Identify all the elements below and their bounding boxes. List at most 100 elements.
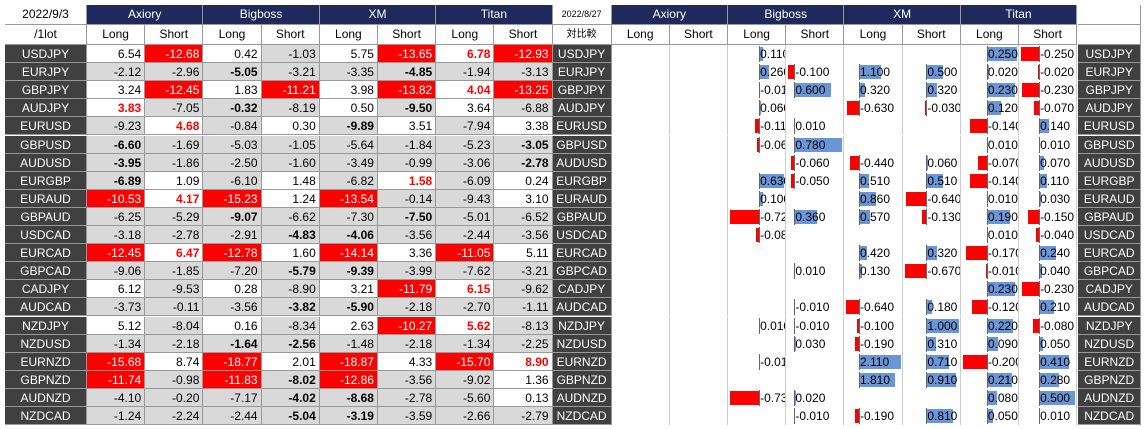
spread-value: -9.53 xyxy=(145,280,204,299)
spread-value: -10.53 xyxy=(87,189,146,208)
compare-value: -0.020 xyxy=(1040,65,1075,80)
side-header: Long xyxy=(203,25,262,45)
data-bar xyxy=(759,101,762,116)
bar-axis xyxy=(926,371,928,388)
bar-axis xyxy=(986,317,988,334)
compare-value: -0.010 xyxy=(760,83,785,98)
compare-cell: 0.190 xyxy=(961,207,1019,226)
compare-cell: 0.310 xyxy=(903,334,961,353)
data-bar xyxy=(1039,300,1055,315)
compare-value: -0.110 xyxy=(760,119,787,134)
compare-cell: -0.070 xyxy=(961,153,1019,172)
compare-value: -0.230 xyxy=(1040,282,1075,297)
pair-label: AUDNZD xyxy=(1078,388,1142,407)
compare-cell xyxy=(612,63,670,82)
compare-value: 0.510 xyxy=(860,173,891,188)
pair-label: AUDNZD xyxy=(5,388,87,407)
compare-cell: 0.080 xyxy=(961,388,1019,407)
spread-value: 1.36 xyxy=(494,370,553,389)
spread-value: -2.91 xyxy=(203,226,262,245)
spread-value: -13.25 xyxy=(494,81,553,100)
compare-cell: -0.010 xyxy=(728,81,787,100)
side-header: Long xyxy=(436,25,495,45)
data-bar xyxy=(1039,246,1057,261)
compare-cell: 0.280 xyxy=(1019,370,1078,389)
spread-value: -15.68 xyxy=(87,352,146,371)
bar-axis xyxy=(794,82,796,99)
pair-label: GBPJPY xyxy=(1078,81,1142,100)
data-bar xyxy=(926,83,937,98)
compare-cell: 0.360 xyxy=(786,207,845,226)
spread-value: -3.56 xyxy=(203,298,262,317)
bar-axis xyxy=(759,64,761,81)
spread-value: -14.14 xyxy=(319,244,378,263)
bar-axis xyxy=(1039,46,1041,62)
spread-value: -7.62 xyxy=(436,262,495,281)
spread-value: -3.21 xyxy=(261,63,320,82)
compare-cell xyxy=(670,262,728,281)
compare-cell xyxy=(670,388,728,407)
compare-cell xyxy=(612,334,670,353)
spread-value: -3.35 xyxy=(319,63,378,82)
compare-cell: -0.140 xyxy=(961,171,1019,190)
spread-value: -10.27 xyxy=(378,316,437,335)
spread-value: -3.82 xyxy=(261,298,320,317)
compare-value: 0.050 xyxy=(1040,336,1071,351)
compare-cell xyxy=(612,262,670,281)
bar-axis xyxy=(1039,100,1041,117)
compare-cell xyxy=(903,135,961,154)
spread-value: 3.51 xyxy=(378,117,437,136)
pair-label: EURNZD xyxy=(1078,352,1142,371)
compare-cell xyxy=(728,298,787,317)
spread-value: -4.83 xyxy=(261,226,320,245)
compare-value: -0.640 xyxy=(860,300,895,315)
spread-value: 6.47 xyxy=(145,244,204,263)
compare-cell xyxy=(612,226,670,245)
compare-cell xyxy=(728,370,787,389)
pair-label: USDCAD xyxy=(5,226,87,245)
compare-cell: -0.010 xyxy=(786,298,845,317)
compare-value: 0.500 xyxy=(1040,390,1071,405)
bar-axis xyxy=(986,208,988,225)
spread-value: -7.94 xyxy=(436,117,495,136)
compare-value: 0.010 xyxy=(987,191,1018,206)
compare-cell: -0.440 xyxy=(844,153,903,172)
compare-cell: 0.040 xyxy=(1019,262,1078,281)
data-bar xyxy=(1039,191,1042,206)
data-bar xyxy=(791,173,795,188)
pair-label: AUDJPY xyxy=(5,99,87,118)
bar-axis xyxy=(926,245,928,262)
data-bar xyxy=(793,300,795,315)
pair-label: AUDJPY xyxy=(552,99,612,118)
bar-axis xyxy=(926,317,928,334)
pair-label: NZDUSD xyxy=(552,334,612,353)
pair-label: GBPAUD xyxy=(1078,207,1142,226)
compare-cell: 0.010 xyxy=(961,135,1019,154)
bar-axis xyxy=(926,190,928,207)
compare-value: -0.200 xyxy=(987,354,1019,369)
compare-value: -0.120 xyxy=(987,300,1019,315)
bar-axis xyxy=(859,154,860,171)
pair-label: NZDJPY xyxy=(552,316,612,335)
data-bar xyxy=(926,246,937,261)
compare-value: -0.190 xyxy=(860,409,895,423)
spread-value: 0.30 xyxy=(261,117,320,136)
bar-axis xyxy=(759,353,761,370)
spread-value: -9.23 xyxy=(87,117,146,136)
data-bar xyxy=(905,191,927,206)
spread-value: 3.36 xyxy=(378,244,437,263)
compare-cell: 0.060 xyxy=(903,153,961,172)
spread-value: -7.17 xyxy=(203,388,262,407)
side-header: Long xyxy=(728,25,787,45)
side-header: Short xyxy=(1019,25,1078,45)
data-bar xyxy=(794,137,843,152)
spread-value: 5.75 xyxy=(319,45,378,64)
compare-cell xyxy=(903,45,961,64)
compare-cell: 0.050 xyxy=(1019,334,1078,353)
compare-value: -0.190 xyxy=(860,336,895,351)
spread-value: -18.77 xyxy=(203,352,262,371)
compare-cell: -0.110 xyxy=(728,117,787,136)
bar-axis xyxy=(986,335,988,352)
compare-cell: 0.010 xyxy=(961,189,1019,208)
pair-label: EURCAD xyxy=(1078,244,1142,263)
